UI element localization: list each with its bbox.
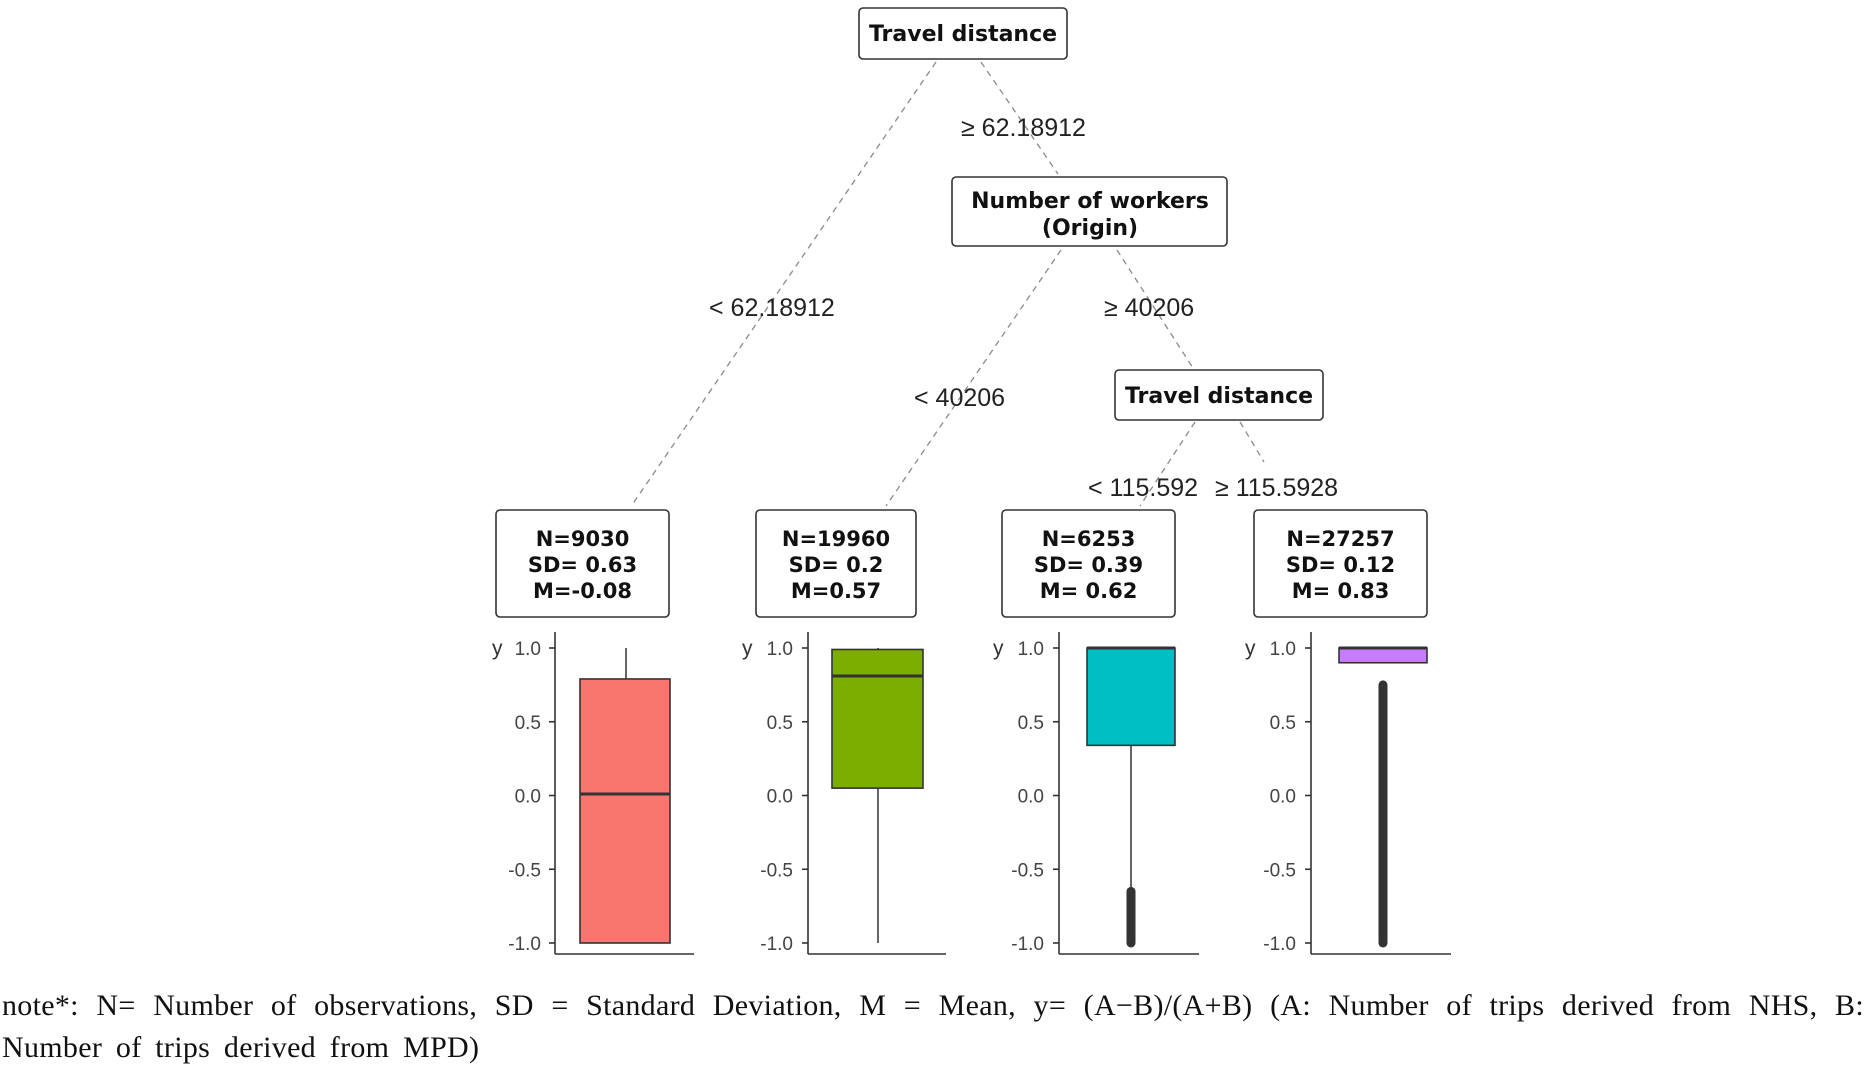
- y-tick-label: 0.5: [515, 713, 541, 734]
- y-tick-label: 0.0: [767, 787, 793, 808]
- y-tick-label: 0.5: [1018, 713, 1044, 734]
- edge-distance2-right: [1239, 421, 1265, 463]
- y-tick-label: 0.0: [1018, 787, 1044, 808]
- leaf-sd-text: SD= 0.2: [789, 553, 884, 577]
- y-tick-label: 0.5: [1270, 713, 1296, 734]
- node-root-label: Travel distance: [869, 22, 1057, 47]
- node-root: Travel distance: [858, 7, 1068, 60]
- leaf-n-text: N=19960: [782, 527, 890, 551]
- y-tick-label: -0.5: [760, 860, 793, 881]
- node-workers-box: [951, 176, 1228, 247]
- leaf-m-text: M=0.57: [791, 579, 881, 603]
- edge-root-left: [631, 61, 937, 506]
- leaf-stats-box: [495, 509, 670, 618]
- edge-workers-right: [1116, 249, 1194, 369]
- y-tick-label: 1.0: [515, 639, 541, 660]
- y-tick-label: 0.5: [767, 713, 793, 734]
- y-tick-label: 1.0: [1018, 639, 1044, 660]
- y-axis-title: y: [742, 637, 753, 660]
- y-tick-label: -1.0: [1263, 934, 1296, 955]
- y-tick-label: -1.0: [760, 934, 793, 955]
- y-tick-label: -0.5: [1011, 860, 1044, 881]
- edge-label-distance2-right: ≥ 115.5928: [1215, 474, 1338, 502]
- y-tick-label: 0.0: [515, 787, 541, 808]
- iqr-box: [579, 678, 671, 944]
- y-tick-label: 1.0: [1270, 639, 1296, 660]
- y-tick-label: 1.0: [767, 639, 793, 660]
- y-tick-label: -1.0: [1011, 934, 1044, 955]
- node-root-box: [858, 7, 1068, 60]
- leaf-sd-text: SD= 0.39: [1034, 553, 1143, 577]
- edge-label-root-left: < 62.18912: [709, 294, 835, 322]
- edge-label-workers-left: < 40206: [914, 384, 1005, 412]
- iqr-box: [1338, 647, 1428, 664]
- edge-label-root-right: ≥ 62.18912: [961, 114, 1086, 142]
- y-tick-label: -0.5: [1263, 860, 1296, 881]
- leaf-n-text: N=6253: [1042, 527, 1136, 551]
- y-tick-label: 0.0: [1270, 787, 1296, 808]
- leaf-sd-text: SD= 0.12: [1286, 553, 1395, 577]
- iqr-box: [831, 648, 924, 789]
- leaf-n-text: N=27257: [1286, 527, 1394, 551]
- tree-edges: [631, 61, 1265, 507]
- edge-distance2-left: [1139, 421, 1196, 507]
- y-axis-title: y: [492, 637, 503, 660]
- leaf-m-text: M=-0.08: [533, 579, 632, 603]
- node-distance2-label: Travel distance: [1125, 384, 1313, 409]
- leaf-stats-box: [755, 509, 917, 618]
- footnote: note*: N= Number of observations, SD = S…: [2, 989, 1864, 1064]
- y-axis-title: y: [993, 637, 1004, 660]
- leaf-stats-box: [1001, 509, 1176, 618]
- node-workers-label-1: Number of workers: [971, 189, 1209, 214]
- node-workers: Number of workers (Origin): [951, 176, 1228, 247]
- edge-labels: ≥ 62.18912 < 62.18912 ≥ 40206 < 40206 < …: [709, 114, 1338, 502]
- leaf-sd-text: SD= 0.63: [528, 553, 637, 577]
- leaf-m-text: M= 0.83: [1292, 579, 1390, 603]
- edge-workers-left: [885, 249, 1062, 507]
- edge-root-right: [980, 61, 1059, 175]
- y-axis-title: y: [1245, 637, 1256, 660]
- y-tick-label: -0.5: [508, 860, 541, 881]
- node-distance2: Travel distance: [1114, 369, 1324, 421]
- iqr-box: [1086, 647, 1176, 747]
- y-tick-label: -1.0: [508, 934, 541, 955]
- leaf-n-text: N=9030: [536, 527, 630, 551]
- edge-label-workers-right: ≥ 40206: [1104, 294, 1194, 322]
- node-workers-label-2: (Origin): [1042, 216, 1138, 241]
- node-distance2-box: [1114, 369, 1324, 421]
- leaf-stats-box: [1253, 509, 1428, 618]
- leaf-m-text: M= 0.62: [1040, 579, 1138, 603]
- edge-label-distance2-left: < 115.592: [1088, 474, 1198, 502]
